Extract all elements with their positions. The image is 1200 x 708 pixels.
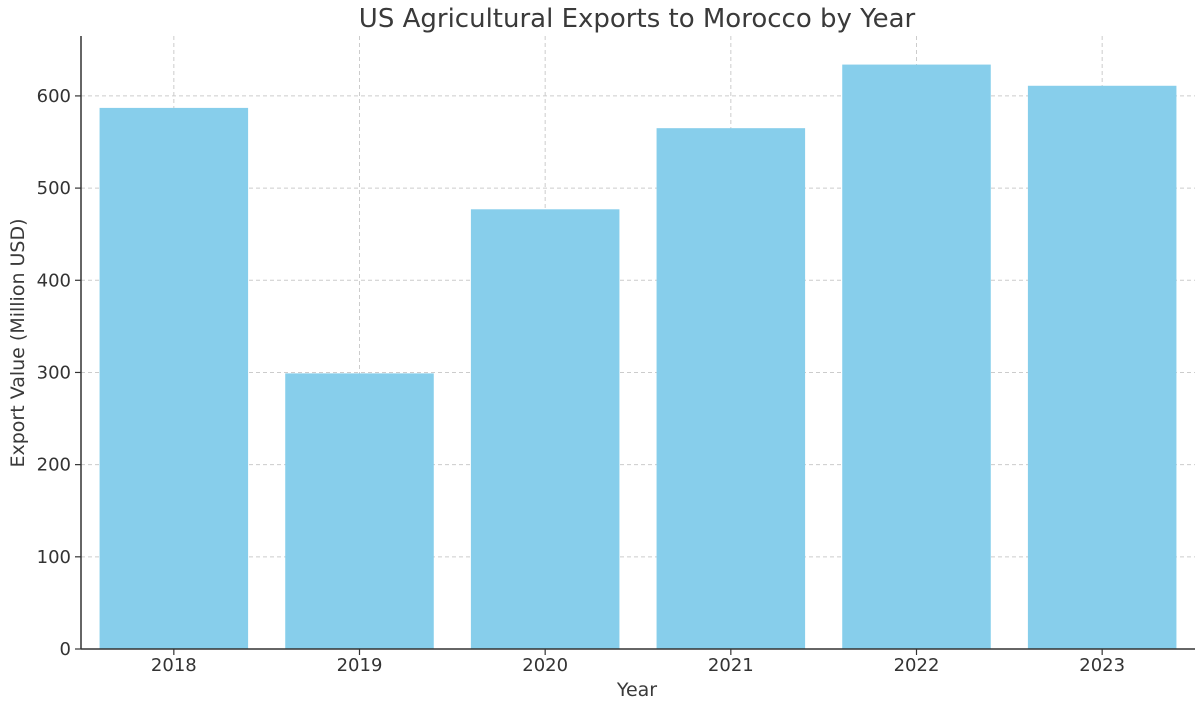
y-tick-label: 200 <box>37 455 71 476</box>
ticks-layer: 0 100 200 300 400 500 600 2018 2019 2020 2021 2022 2… <box>37 86 1125 676</box>
axes-layer <box>80 36 1195 650</box>
bar-2020 <box>470 209 620 649</box>
chart-title: US Agricultural Exports to Morocco by Ye… <box>359 4 916 34</box>
x-tick-label: 2018 <box>151 655 197 676</box>
bar-2021 <box>656 128 806 650</box>
y-tick-label: 0 <box>60 639 71 660</box>
y-tick-label: 100 <box>37 547 71 568</box>
bar-2022 <box>842 64 991 650</box>
y-tick-label: 300 <box>37 362 71 383</box>
y-axis-label: Export Value (Million USD) <box>7 218 29 467</box>
bar-2019 <box>285 373 434 649</box>
grid-layer <box>81 36 1195 649</box>
y-tick-label: 400 <box>37 270 71 291</box>
bars-layer <box>99 64 1177 650</box>
x-tick-label: 2021 <box>708 655 754 676</box>
x-tick-label: 2023 <box>1079 655 1125 676</box>
y-tick-label: 600 <box>37 86 71 107</box>
bar-2023 <box>1027 85 1177 649</box>
x-tick-label: 2019 <box>337 655 383 676</box>
x-tick-label: 2022 <box>894 655 940 676</box>
x-tick-label: 2020 <box>522 655 568 676</box>
x-axis-label: Year <box>616 679 657 701</box>
y-tick-label: 500 <box>37 178 71 199</box>
bar-2018 <box>99 107 249 649</box>
